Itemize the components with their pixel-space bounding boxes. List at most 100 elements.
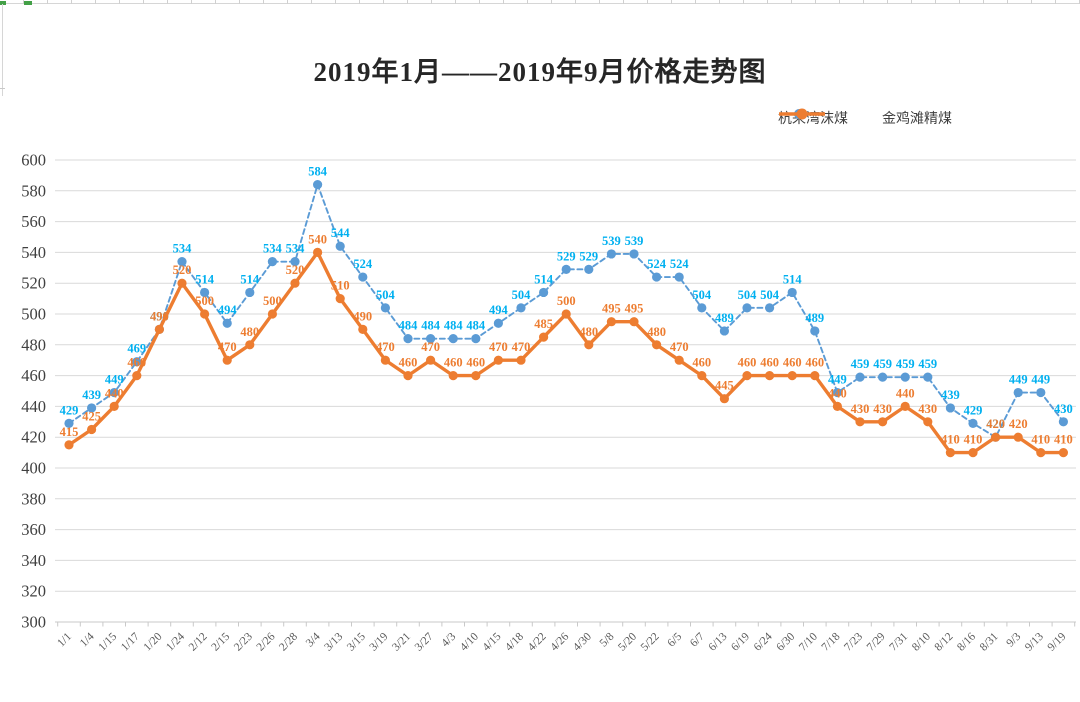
legend-marker-solid-line-icon: [779, 108, 825, 120]
data-point-series2: [267, 309, 277, 319]
data-point-series1: [652, 272, 662, 282]
x-axis-tick-label: 7/10: [797, 630, 820, 653]
data-label-series1: 469: [127, 342, 146, 356]
x-axis-tick-label: 4/22: [526, 630, 549, 653]
data-point-series1: [177, 257, 187, 267]
data-point-series2: [222, 355, 232, 365]
x-axis-tick-label: 6/5: [665, 630, 684, 649]
data-label-series2: 415: [60, 425, 79, 439]
data-point-series2: [968, 448, 978, 458]
x-axis-tick-label: 2/26: [255, 630, 278, 653]
y-axis-tick-label: 300: [21, 613, 46, 632]
data-label-series2: 440: [896, 386, 915, 400]
data-point-series1: [923, 372, 933, 382]
data-point-series1: [539, 287, 549, 298]
y-axis-tick-label: 520: [21, 274, 46, 293]
y-axis-tick-label: 320: [21, 582, 46, 601]
x-axis-tick-label: 4/10: [458, 630, 481, 653]
x-axis-tick-label: 1/17: [119, 630, 142, 653]
data-label-series2: 495: [602, 302, 621, 316]
data-point-series2: [810, 371, 820, 381]
spreadsheet-selection-mark: [24, 1, 32, 5]
data-label-series1: 449: [105, 373, 124, 387]
data-point-series1: [313, 180, 323, 190]
data-point-series1: [358, 272, 368, 282]
x-axis-tick-label: 1/20: [142, 630, 165, 653]
data-label-series2: 410: [964, 433, 983, 447]
x-axis-tick-label: 8/16: [955, 630, 978, 653]
x-axis-tick-label: 5/22: [639, 630, 662, 653]
data-label-series1: 439: [82, 388, 101, 402]
data-label-series1: 584: [308, 165, 328, 179]
data-point-series2: [245, 340, 255, 350]
x-axis-tick-label: 3/21: [390, 630, 413, 653]
data-label-series2: 460: [399, 356, 418, 370]
legend-item-series2[interactable]: 金鸡滩精煤: [779, 108, 952, 128]
x-axis-tick-label: 1/4: [78, 630, 97, 649]
x-axis-tick-label: 6/30: [774, 630, 797, 653]
data-point-series2: [697, 371, 707, 381]
data-point-series2: [629, 317, 639, 327]
y-axis-tick-label: 540: [21, 243, 46, 262]
data-point-series1: [448, 334, 458, 344]
data-label-series2: 470: [670, 340, 689, 354]
data-point-series1: [968, 418, 978, 428]
data-point-series2: [945, 448, 956, 458]
data-label-series2: 440: [105, 386, 124, 400]
data-label-series1: 449: [1031, 373, 1050, 387]
data-point-series1: [1013, 387, 1023, 398]
x-axis-tick-label: 2/23: [232, 630, 255, 653]
data-label-series1: 439: [941, 388, 960, 402]
data-point-series1: [516, 303, 526, 313]
data-point-series2: [674, 355, 684, 365]
spreadsheet-column-border: [2, 4, 3, 96]
data-label-series1: 504: [376, 288, 396, 302]
y-axis-tick-label: 580: [21, 181, 46, 200]
data-point-series2: [787, 371, 797, 381]
data-point-series2: [1036, 448, 1046, 458]
chart-legend: 杭来湾沫煤 金鸡滩精煤: [778, 108, 952, 128]
data-point-series2: [177, 278, 187, 288]
data-label-series2: 495: [625, 302, 644, 316]
data-label-series1: 514: [783, 272, 803, 286]
data-point-series2: [900, 401, 910, 411]
x-axis-tick-label: 1/24: [164, 630, 187, 653]
data-label-series1: 449: [828, 373, 847, 387]
data-point-series1: [403, 334, 413, 344]
data-point-series2: [64, 440, 74, 450]
spreadsheet-row-tick: [0, 88, 5, 89]
data-point-series2: [561, 309, 571, 319]
data-label-series2: 460: [444, 356, 463, 370]
data-point-series1: [674, 272, 684, 282]
data-point-series1: [719, 326, 730, 336]
data-label-series1: 484: [399, 319, 419, 333]
data-point-series2: [652, 340, 662, 350]
data-point-series1: [1058, 417, 1068, 427]
data-point-series1: [945, 403, 956, 413]
data-point-series2: [1058, 448, 1068, 458]
x-axis-tick-label: 5/20: [616, 630, 639, 653]
x-axis-tick-label: 8/12: [933, 630, 956, 653]
data-label-series2: 500: [557, 294, 576, 308]
data-point-series1: [787, 287, 797, 298]
data-label-series2: 470: [218, 340, 237, 354]
data-label-series1: 484: [466, 319, 486, 333]
data-point-series2: [516, 355, 526, 365]
data-point-series1: [697, 303, 707, 313]
chart-title: 2019年1月——2019年9月价格走势图: [313, 57, 767, 87]
data-label-series2: 485: [534, 317, 553, 331]
data-label-series2: 520: [286, 263, 305, 277]
data-label-series1: 504: [692, 288, 712, 302]
data-point-series2: [719, 394, 730, 404]
data-label-series1: 489: [805, 311, 824, 325]
data-label-series1: 514: [534, 272, 554, 286]
x-axis-tick-label: 8/10: [910, 630, 933, 653]
data-label-series1: 544: [331, 226, 351, 240]
data-label-series2: 460: [760, 356, 779, 370]
data-label-series2: 490: [150, 309, 169, 323]
x-axis-tick-label: 3/13: [322, 630, 345, 653]
data-point-series2: [448, 371, 458, 381]
x-axis-tick-label: 6/7: [688, 630, 707, 649]
data-label-series2: 500: [195, 294, 214, 308]
